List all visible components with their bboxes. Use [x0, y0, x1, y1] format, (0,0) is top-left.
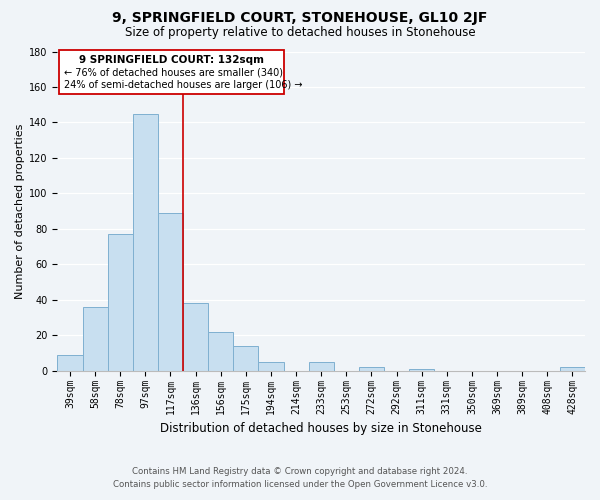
Text: 9 SPRINGFIELD COURT: 132sqm: 9 SPRINGFIELD COURT: 132sqm	[79, 56, 263, 66]
Text: 24% of semi-detached houses are larger (106) →: 24% of semi-detached houses are larger (…	[64, 80, 302, 90]
Text: ← 76% of detached houses are smaller (340): ← 76% of detached houses are smaller (34…	[64, 68, 283, 78]
Text: Size of property relative to detached houses in Stonehouse: Size of property relative to detached ho…	[125, 26, 475, 39]
Bar	[560, 367, 585, 371]
Text: Contains HM Land Registry data © Crown copyright and database right 2024.
Contai: Contains HM Land Registry data © Crown c…	[113, 467, 487, 489]
FancyBboxPatch shape	[59, 50, 284, 94]
Bar	[133, 114, 158, 371]
Bar	[208, 332, 233, 371]
Bar	[308, 362, 334, 371]
Bar	[409, 369, 434, 371]
Bar	[183, 304, 208, 371]
Bar	[58, 355, 83, 371]
Y-axis label: Number of detached properties: Number of detached properties	[15, 124, 25, 299]
Bar	[259, 362, 284, 371]
Bar	[83, 307, 107, 371]
Text: 9, SPRINGFIELD COURT, STONEHOUSE, GL10 2JF: 9, SPRINGFIELD COURT, STONEHOUSE, GL10 2…	[112, 11, 488, 25]
Bar	[107, 234, 133, 371]
X-axis label: Distribution of detached houses by size in Stonehouse: Distribution of detached houses by size …	[160, 422, 482, 435]
Bar	[359, 367, 384, 371]
Bar	[233, 346, 259, 371]
Bar	[158, 213, 183, 371]
